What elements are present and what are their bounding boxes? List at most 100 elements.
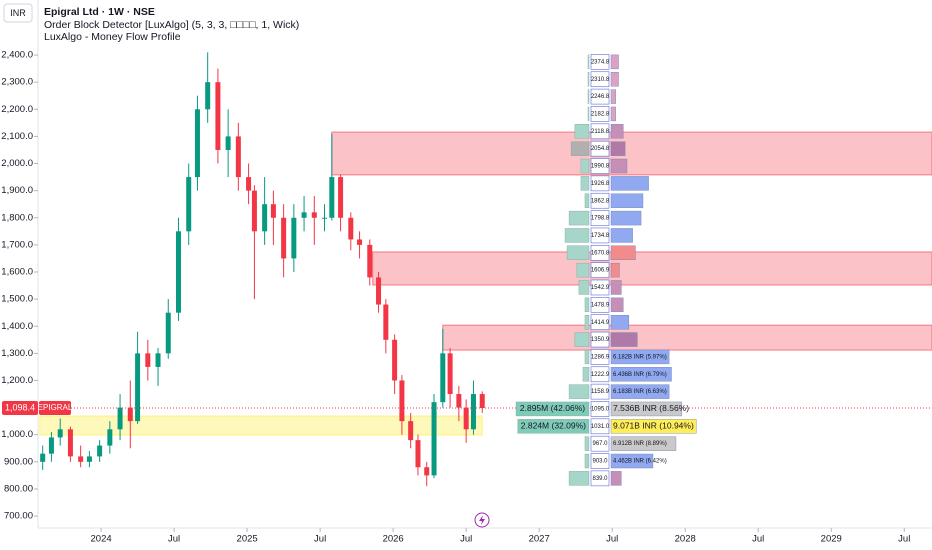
- x-tick-label: 2026: [383, 534, 404, 545]
- y-tick-label: 700.00: [4, 511, 33, 522]
- level-box: [590, 71, 610, 88]
- x-tick-label: Jul: [460, 534, 472, 545]
- level-box: [590, 297, 610, 313]
- flow-bar: [610, 436, 677, 451]
- candle-body: [78, 456, 84, 462]
- flow-label: 7.536B INR (8.56%): [613, 403, 689, 413]
- last-price-tag: [2, 401, 38, 416]
- flow-bar: [610, 471, 622, 486]
- candle-body: [440, 353, 446, 403]
- volume-bar: [576, 262, 590, 278]
- volume-label: 2.824M (32.09%): [521, 421, 586, 431]
- flow-bar: [610, 176, 649, 191]
- indicator-label: LuxAlgo - Money Flow Profile: [44, 31, 181, 43]
- candle-body: [155, 353, 161, 367]
- currency: INR: [10, 8, 26, 18]
- flow-bar: [610, 349, 670, 365]
- y-tick-label: 1,600.0: [1, 267, 33, 278]
- order-block: [39, 415, 483, 436]
- level-box: [590, 366, 610, 383]
- currency-box[interactable]: [3, 3, 33, 23]
- volume-bar: [584, 349, 590, 365]
- level-box: [590, 210, 610, 226]
- candle-body: [415, 440, 421, 468]
- chart-title: Epigral Ltd · 1W · NSE: [44, 6, 155, 18]
- candle-body: [48, 437, 54, 454]
- level-box: [590, 349, 610, 365]
- y-tick-label: 1,300.0: [1, 348, 33, 359]
- candle-body: [215, 82, 221, 150]
- candle-body: [175, 231, 181, 313]
- volume-bar: [584, 436, 590, 451]
- candle-body: [408, 421, 414, 441]
- candle-body: [322, 217, 328, 219]
- candle-body: [338, 177, 344, 218]
- level-label: 967.0: [592, 441, 608, 447]
- level-label: 1350.9: [591, 337, 610, 343]
- level-label: 1862.8: [591, 198, 610, 204]
- volume-bar: [584, 193, 590, 208]
- volume-bar: [580, 158, 590, 174]
- flow-label: 6.436B INR (6.79%): [613, 372, 667, 378]
- last-price-label: 1,098.4: [5, 402, 35, 412]
- y-tick-label: 1,200.0: [1, 375, 33, 386]
- flow-bar: [610, 280, 622, 295]
- volume-bar: [566, 245, 590, 261]
- candle-body: [383, 304, 389, 340]
- volume-bar: [568, 471, 590, 486]
- candle-body: [479, 394, 485, 409]
- level-label: 2246.8: [591, 94, 610, 100]
- flow-bar: [610, 124, 624, 139]
- level-label: 1478.9: [591, 302, 610, 308]
- volume-bar: [584, 314, 590, 330]
- level-label: 1990.8: [591, 164, 610, 170]
- level-label: 2118.8: [591, 129, 610, 135]
- level-label: 1926.8: [591, 181, 610, 187]
- candle-body: [107, 429, 113, 446]
- candle-body: [311, 212, 317, 218]
- y-tick-label: 2,000.0: [1, 158, 33, 169]
- candle-body: [86, 456, 92, 462]
- candle-body: [235, 136, 241, 178]
- volume-bar: [515, 401, 590, 417]
- level-label: 1031.0: [591, 424, 610, 430]
- volume-bar: [587, 72, 590, 87]
- volume-bar: [584, 453, 590, 469]
- level-label: 1542.9: [591, 285, 610, 291]
- y-tick-label: 800.00: [4, 483, 33, 494]
- candle-body: [348, 217, 354, 240]
- volume-bar: [587, 89, 590, 104]
- candle-body: [270, 204, 276, 218]
- candle-body: [251, 190, 257, 232]
- volume-bar: [587, 54, 590, 70]
- flow-bar: [610, 262, 620, 278]
- y-tick-label: 1,900.0: [1, 185, 33, 196]
- level-label: 1798.8: [591, 216, 610, 222]
- y-tick-label: 2,200.0: [1, 104, 33, 115]
- level-label: 839.0: [592, 476, 608, 482]
- y-tick-label: 2,300.0: [1, 77, 33, 88]
- y-tick-label: 1,000.0: [1, 429, 33, 440]
- level-label: 2182.8: [591, 112, 610, 118]
- volume-bar: [580, 176, 590, 191]
- symbol-tag: [39, 401, 71, 416]
- order-block: [331, 131, 932, 176]
- level-label: 1158.9: [591, 389, 610, 395]
- flow-bar: [610, 332, 638, 347]
- candle-body: [225, 136, 231, 150]
- candle-body: [127, 407, 133, 422]
- candle-body: [262, 204, 268, 232]
- candle-body: [205, 82, 211, 110]
- flow-bar: [610, 210, 642, 226]
- candle-body: [431, 402, 437, 476]
- level-box: [590, 418, 610, 435]
- volume-bar: [570, 141, 590, 156]
- flow-bar: [610, 89, 616, 104]
- level-label: 1734.8: [591, 233, 610, 239]
- volume-bar: [517, 419, 590, 434]
- x-tick-label: 2027: [529, 534, 550, 545]
- level-box: [590, 245, 610, 261]
